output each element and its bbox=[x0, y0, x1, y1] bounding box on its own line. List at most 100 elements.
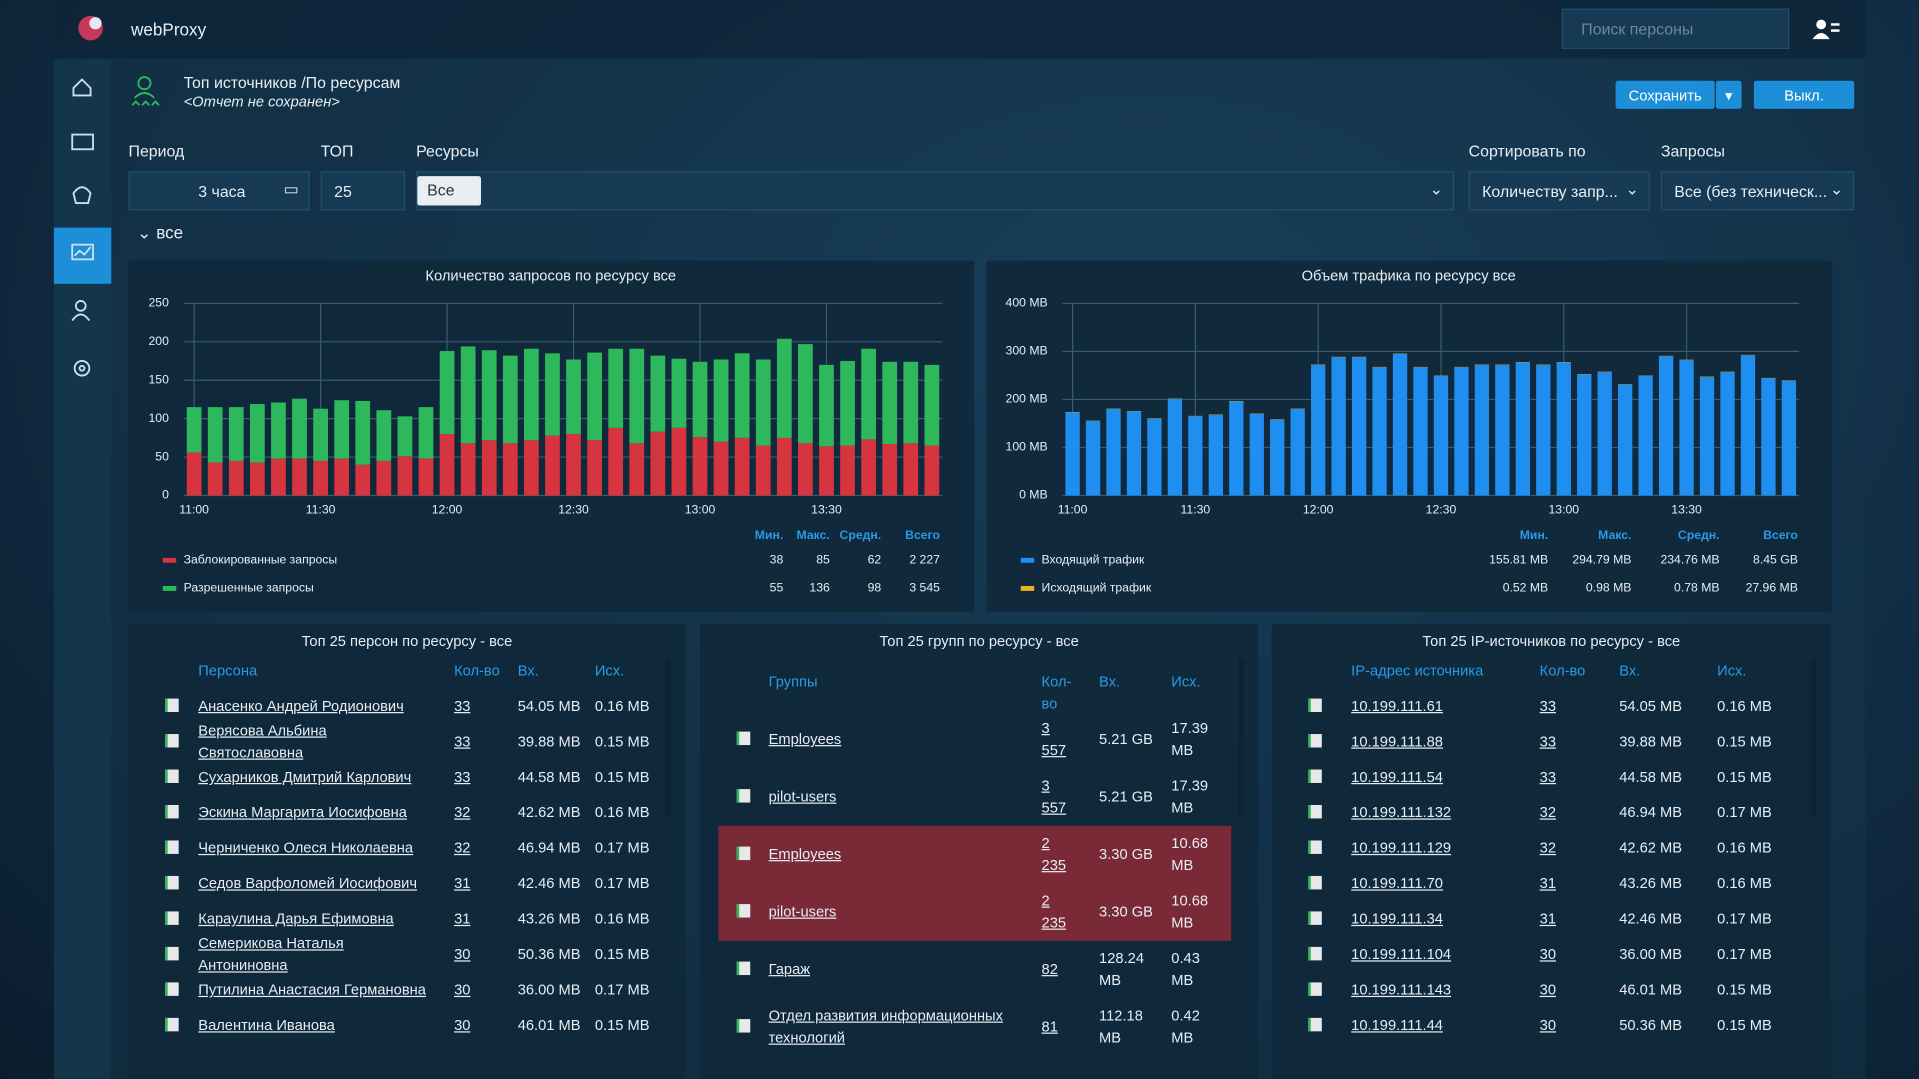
bar-segment bbox=[207, 407, 223, 463]
table-cell[interactable]: 10.199.111.132 bbox=[1351, 803, 1452, 821]
column-header: Вх. bbox=[1619, 661, 1641, 679]
table-cell[interactable]: Черниченко Олеся Николаевна bbox=[198, 839, 414, 857]
table-cell[interactable]: 10.199.111.34 bbox=[1351, 910, 1443, 928]
table-cell[interactable]: Отдел развития информационных технологий bbox=[768, 1006, 1003, 1047]
table-cell[interactable]: 31 bbox=[454, 874, 471, 892]
table-cell: 50.36 MB bbox=[517, 945, 581, 963]
filter-value: Количеству запр... bbox=[1482, 182, 1618, 201]
stat-value: 85 bbox=[816, 553, 830, 567]
filter-input[interactable]: Все (без техническ... ⌄ bbox=[1660, 171, 1855, 211]
table-cell[interactable]: 33 bbox=[454, 697, 471, 715]
table-cell[interactable]: 33 bbox=[1539, 768, 1557, 786]
bar-segment bbox=[713, 441, 729, 496]
table-cell[interactable]: 32 bbox=[1539, 839, 1557, 857]
legend-swatch bbox=[162, 557, 177, 563]
table-cell[interactable]: Верясова Альбина Святославовна bbox=[198, 721, 327, 761]
y-tick-label: 200 MB bbox=[1006, 392, 1048, 406]
table-cell[interactable]: 10.199.111.54 bbox=[1351, 768, 1443, 786]
x-tick-label: 12:30 bbox=[1426, 502, 1457, 516]
legend-label: Исходящий трафик bbox=[1042, 581, 1152, 595]
column-header: Исх. bbox=[1171, 672, 1201, 690]
row-icon bbox=[1308, 1017, 1322, 1032]
bar-segment bbox=[1106, 409, 1121, 496]
table-cell[interactable]: 2 235 bbox=[1041, 891, 1067, 932]
table-cell[interactable]: 31 bbox=[1539, 874, 1557, 892]
table-cell[interactable]: 81 bbox=[1041, 1017, 1058, 1035]
sidebar-active[interactable] bbox=[53, 227, 112, 284]
filter-value: Все (без техническ... bbox=[1674, 182, 1828, 201]
bar-segment bbox=[460, 346, 476, 444]
table-cell[interactable]: Седов Варфоломей Иосифович bbox=[198, 874, 418, 892]
table-cell[interactable]: 10.199.111.44 bbox=[1351, 1016, 1443, 1034]
table-cell[interactable]: 30 bbox=[454, 1016, 471, 1034]
table-cell[interactable]: 33 bbox=[1539, 697, 1557, 715]
table-cell[interactable]: 32 bbox=[454, 803, 471, 821]
table-cell[interactable]: 30 bbox=[1539, 981, 1557, 999]
chart: Объем трафика по ресурсу все 0 MB 100 MB 20… bbox=[1006, 268, 1800, 595]
table-cell[interactable]: Путилина Анастасия Германовна bbox=[198, 981, 426, 999]
table-cell[interactable]: 10.199.111.61 bbox=[1351, 697, 1443, 715]
table-cell[interactable]: pilot-users bbox=[768, 787, 837, 805]
table-cell[interactable]: 32 bbox=[1539, 803, 1557, 821]
table-cell[interactable]: 33 bbox=[454, 732, 471, 750]
bar-segment bbox=[1311, 364, 1326, 496]
table-cell[interactable]: 2 235 bbox=[1041, 834, 1067, 874]
bar-segment bbox=[819, 364, 834, 447]
table-cell[interactable]: 32 bbox=[454, 839, 471, 857]
table-cell[interactable]: 10.199.111.104 bbox=[1351, 945, 1452, 963]
table-cell[interactable]: 33 bbox=[1539, 732, 1557, 750]
filter-input[interactable]: 25 bbox=[320, 171, 406, 211]
table-cell[interactable]: Эскина Маргарита Иосифовна bbox=[198, 803, 407, 821]
legend-label: Разрешенные запросы bbox=[184, 581, 314, 595]
bar-segment bbox=[903, 361, 919, 444]
bar-segment bbox=[313, 408, 328, 461]
table-cell[interactable]: Employees bbox=[768, 730, 842, 748]
table-cell[interactable]: 3 557 bbox=[1041, 776, 1067, 817]
table-cell: 0.17 MB bbox=[1717, 945, 1772, 963]
bar-segment bbox=[376, 410, 392, 461]
save-menu[interactable]: ▾ bbox=[1715, 80, 1742, 109]
filter-input[interactable]: Все ⌄ bbox=[416, 171, 1454, 211]
scrollbar bbox=[665, 658, 671, 818]
table-cell[interactable]: 10.199.111.143 bbox=[1351, 981, 1452, 999]
stat-value: 0.98 MB bbox=[1586, 581, 1632, 595]
section-toggle[interactable]: ⌄ все bbox=[137, 222, 184, 243]
table-cell[interactable]: 33 bbox=[454, 768, 471, 786]
table-cell[interactable]: 10.199.111.129 bbox=[1351, 839, 1452, 857]
table-cell[interactable]: Гараж bbox=[768, 960, 811, 978]
table-cell[interactable]: 10.199.111.88 bbox=[1351, 732, 1443, 750]
toggle-button[interactable]: Выкл. bbox=[1753, 80, 1855, 109]
search-input[interactable]: Поиск персоны bbox=[1561, 8, 1790, 49]
save-button[interactable]: Сохранить bbox=[1615, 80, 1715, 109]
filter-input[interactable]: 3 часа ▭ bbox=[128, 171, 310, 211]
table-cell[interactable]: Сухарников Дмитрий Карлович bbox=[198, 768, 412, 786]
filter-value: 25 bbox=[334, 182, 352, 201]
bar-segment bbox=[228, 460, 244, 496]
row-icon bbox=[1308, 769, 1322, 783]
table-cell[interactable]: Караулина Дарья Ефимовна bbox=[198, 910, 394, 928]
table-cell[interactable]: Семерикова Наталья Антониновна bbox=[198, 934, 344, 974]
table-cell[interactable]: pilot-users bbox=[768, 902, 837, 920]
filter-input[interactable]: Количеству запр... ⌄ bbox=[1468, 171, 1650, 211]
table-cell[interactable]: Employees bbox=[768, 845, 842, 863]
report-title[interactable]: Топ источников /По ресурсам bbox=[183, 73, 401, 92]
table-cell[interactable]: Анасенко Андрей Родионович bbox=[198, 697, 404, 715]
table-cell[interactable]: 82 bbox=[1041, 960, 1058, 978]
user-icon[interactable] bbox=[1811, 17, 1840, 41]
column-header: Группы bbox=[768, 672, 818, 690]
table-cell[interactable]: Валентина Иванова bbox=[198, 1016, 335, 1034]
table-cell[interactable]: 3 557 bbox=[1041, 719, 1067, 759]
chip[interactable]: Все bbox=[417, 176, 482, 206]
row-icon bbox=[165, 982, 179, 996]
table-cell[interactable]: 10.199.111.70 bbox=[1351, 874, 1443, 892]
table-cell[interactable]: 30 bbox=[454, 981, 471, 999]
row-icon bbox=[165, 804, 179, 819]
stat-value: 294.79 MB bbox=[1572, 553, 1631, 567]
table-cell[interactable]: 31 bbox=[454, 910, 471, 928]
chart-title: Количество запросов по ресурсу все bbox=[425, 268, 676, 284]
table-cell[interactable]: 30 bbox=[454, 945, 471, 963]
table-cell[interactable]: 31 bbox=[1539, 910, 1557, 928]
table-cell[interactable]: 30 bbox=[1539, 945, 1557, 963]
table-cell[interactable]: 30 bbox=[1539, 1016, 1557, 1034]
table-cell: 42.46 MB bbox=[517, 874, 581, 892]
